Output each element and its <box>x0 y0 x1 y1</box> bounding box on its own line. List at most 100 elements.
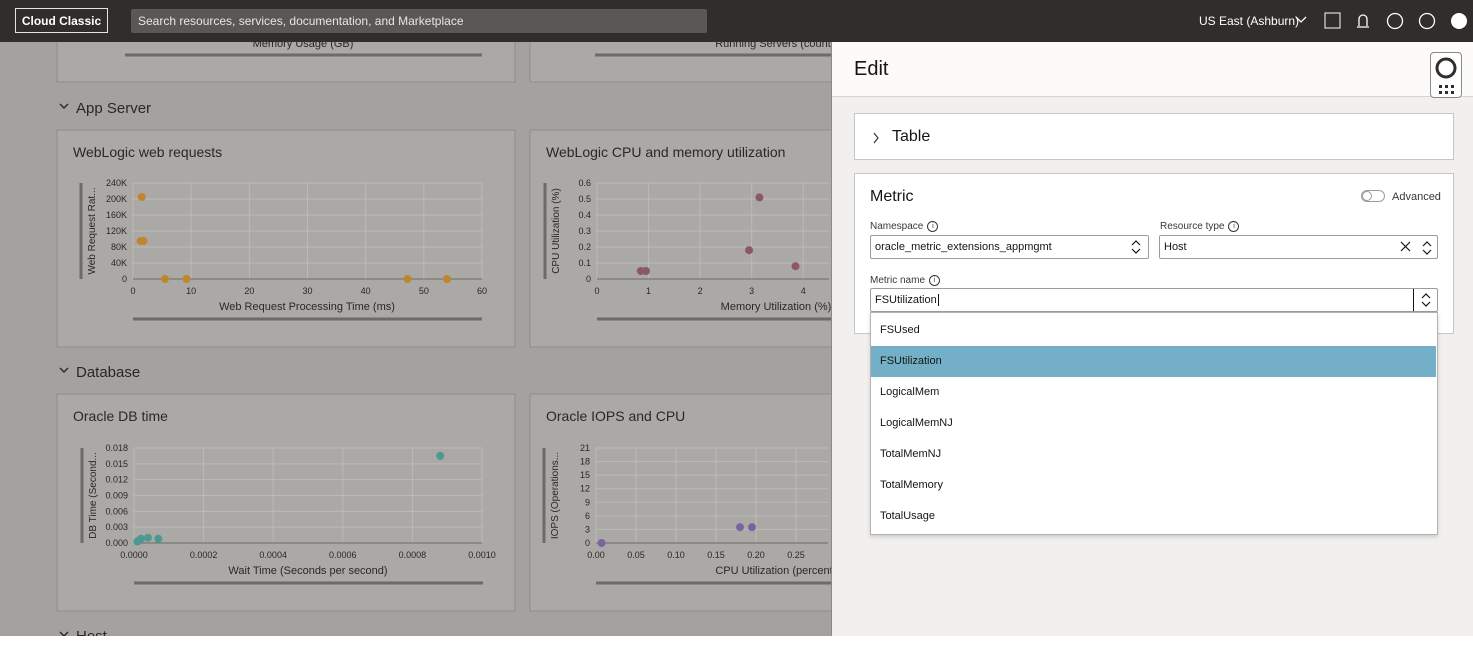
y-tick-label: 0.006 <box>105 506 128 516</box>
x-tick-label: 40 <box>361 286 371 296</box>
select-value: oracle_metric_extensions_appmgmt <box>875 241 1052 253</box>
data-point <box>139 237 148 245</box>
axis-label: Memory Usage (GB) <box>253 42 354 50</box>
edit-panel: Edit Table Metric Advanced Namespace i or… <box>831 42 1473 636</box>
label-text: Resource type <box>1160 221 1225 233</box>
data-point <box>748 523 756 532</box>
chart-card <box>56 393 516 612</box>
y-tick-label: 21 <box>580 443 590 453</box>
dots <box>1439 85 1454 94</box>
x-tick-label: 0.20 <box>747 550 765 560</box>
x-tick-label: 0.10 <box>667 550 685 560</box>
y-tick-label: 12 <box>580 484 590 494</box>
y-tick-label: 120K <box>106 226 127 236</box>
bell-icon[interactable] <box>1357 14 1369 28</box>
info-icon[interactable]: i <box>927 221 939 232</box>
chart-title: Oracle IOPS and CPU <box>546 408 685 424</box>
y-tick-label: 0.018 <box>105 443 128 453</box>
x-tick-label: 0.00 <box>587 550 605 560</box>
data-point <box>160 275 169 283</box>
y-tick-label: 200K <box>106 194 127 204</box>
y-tick-label: 18 <box>580 457 590 467</box>
data-point <box>143 533 152 542</box>
panel-title: Edit <box>854 58 889 80</box>
data-point <box>154 534 163 543</box>
code-icon[interactable] <box>1324 12 1341 29</box>
updown-icon <box>1131 240 1141 254</box>
help-icon[interactable] <box>1386 12 1404 30</box>
dropdown-option[interactable]: TotalUsage <box>880 510 936 522</box>
field-label: Metric name i <box>870 275 941 287</box>
chart-card <box>529 129 831 348</box>
data-point <box>443 275 452 283</box>
x-tick-label: 50 <box>419 286 429 296</box>
help-button[interactable] <box>1430 52 1462 98</box>
help-icon <box>1435 57 1457 94</box>
x-axis-label: Wait Time (Seconds per second) <box>228 565 387 577</box>
chart-card <box>56 129 516 348</box>
namespace-select[interactable]: oracle_metric_extensions_appmgmt <box>870 235 1149 259</box>
updown-icon <box>1421 293 1431 307</box>
data-point <box>641 267 650 275</box>
dropdown-option[interactable]: LogicalMemNJ <box>880 417 953 429</box>
chevron <box>873 132 879 144</box>
info-icon[interactable]: i <box>929 275 941 286</box>
select-value: Host <box>1164 241 1187 253</box>
section-title[interactable]: Database <box>76 364 140 381</box>
section-title[interactable]: Host <box>76 628 108 636</box>
profile-icon[interactable] <box>1451 13 1467 29</box>
x-tick-label: 60 <box>477 286 487 296</box>
dropdown-option[interactable]: FSUtilization <box>871 346 1436 377</box>
x-tick-label: 0 <box>130 286 135 296</box>
y-tick-label: 0.4 <box>578 210 591 220</box>
x-tick-label: 0.0010 <box>468 550 496 560</box>
dropdown-option[interactable]: TotalMemNJ <box>880 448 942 460</box>
metric-name-input[interactable]: FSUtilization <box>870 288 1438 312</box>
x-tick-label: 3 <box>749 286 754 296</box>
panel-header: Edit <box>832 42 1473 98</box>
y-tick-label: 0 <box>586 274 591 284</box>
resource-type-select[interactable]: Host <box>1159 235 1438 259</box>
data-point <box>182 275 191 283</box>
input-value: FSUtilization <box>875 294 937 306</box>
globe-icon[interactable] <box>1418 12 1436 30</box>
dropdown-option[interactable]: FSUsed <box>880 324 920 336</box>
dropdown-option[interactable]: LogicalMem <box>880 386 940 398</box>
chart-title: Oracle DB time <box>73 408 168 424</box>
y-tick-label: 3 <box>585 524 590 534</box>
y-tick-label: 0.012 <box>105 475 128 485</box>
brand-button[interactable]: Cloud Classic <box>15 8 108 33</box>
y-tick-label: 0.2 <box>578 242 591 252</box>
select-icons <box>1400 241 1432 255</box>
y-tick-label: 0.5 <box>578 194 591 204</box>
chevron[interactable] <box>59 103 69 109</box>
field-label: Resource type i <box>1160 221 1240 233</box>
y-axis-label: CPU Utilization (%) <box>551 188 562 274</box>
toggle[interactable] <box>1361 190 1385 202</box>
dashboard: Memory Usage (GB) Running Servers (count… <box>0 42 831 636</box>
section-title: Metric <box>870 188 914 205</box>
data-point <box>745 246 754 255</box>
x-tick-label: 0.05 <box>627 550 645 560</box>
x-tick-label: 10 <box>186 286 196 296</box>
section-title[interactable]: App Server <box>76 100 151 117</box>
header-icons <box>1295 12 1467 30</box>
dropdown-list: FSUsed FSUtilization LogicalMem LogicalMemN… <box>870 312 1438 535</box>
search-box[interactable]: Search resources, services, documentatio… <box>131 9 707 33</box>
info-icon[interactable]: i <box>1228 221 1240 232</box>
region-selector[interactable]: US East (Ashburn) <box>1199 14 1300 28</box>
chevron[interactable] <box>59 631 69 636</box>
label-text: Namespace <box>870 221 924 233</box>
dropdown-option[interactable]: TotalMemory <box>880 479 943 491</box>
data-point <box>136 534 145 543</box>
chevron[interactable] <box>59 367 69 373</box>
table-section[interactable]: Table <box>854 113 1454 160</box>
x-tick-label: 0.0002 <box>190 550 218 560</box>
y-tick-label: 40K <box>111 258 127 268</box>
y-tick-label: 0.003 <box>105 522 128 532</box>
y-axis-label: IOPS (Operations... <box>550 452 561 539</box>
x-tick-label: 30 <box>302 286 312 296</box>
label-text: Metric name <box>870 275 926 287</box>
y-tick-label: 9 <box>585 497 590 507</box>
